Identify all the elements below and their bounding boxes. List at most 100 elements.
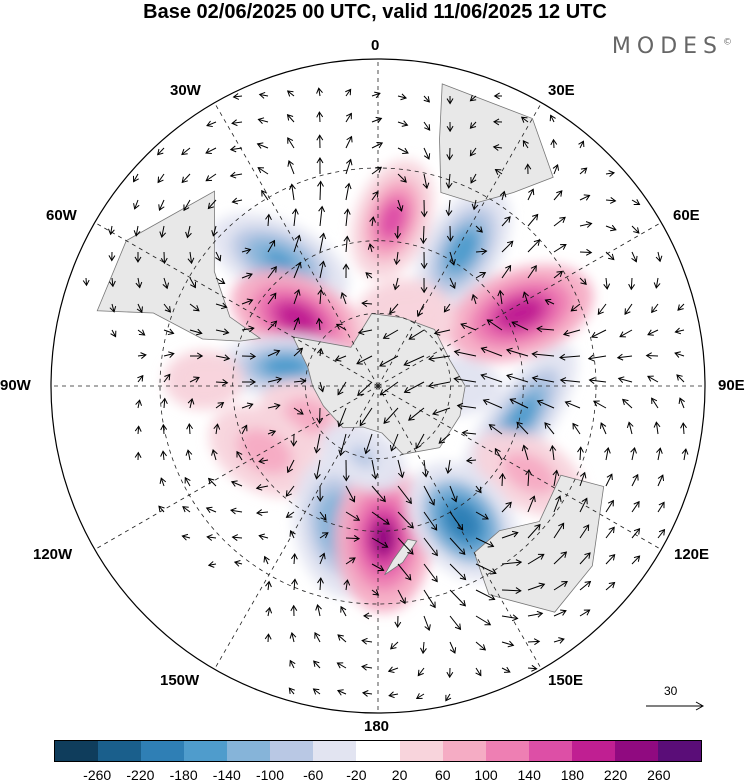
wind-arrow: [267, 239, 276, 253]
colorbar-swatch: [399, 741, 443, 761]
wind-arrow: [460, 322, 477, 331]
wind-arrow: [293, 288, 301, 305]
wind-arrow: [389, 303, 399, 315]
wind-arrow: [371, 563, 385, 572]
wind-arrow: [549, 114, 556, 123]
wind-arrow: [471, 199, 479, 211]
colorbar-swatch: [141, 741, 185, 761]
wind-arrow: [345, 511, 361, 521]
wind-arrow: [134, 451, 142, 461]
wind-arrow: [158, 199, 165, 211]
wind-arrow: [215, 302, 228, 310]
wind-arrow: [267, 429, 277, 437]
wind-arrow: [345, 557, 356, 565]
wind-arrow: [337, 634, 347, 643]
wind-arrow: [316, 485, 324, 502]
lon-label-30e: 30E: [548, 82, 575, 99]
wind-arrow: [256, 142, 269, 149]
wind-arrow: [160, 251, 168, 265]
wind-arrow: [501, 240, 514, 253]
colorbar-tick-label: 60: [435, 767, 451, 783]
wind-arrow: [501, 501, 512, 513]
wind-arrow: [397, 147, 409, 155]
wind-arrow: [501, 666, 511, 673]
lon-label-0: 0: [371, 37, 380, 54]
wind-arrow: [159, 477, 167, 487]
wind-arrow: [397, 173, 407, 183]
wind-arrow: [256, 509, 269, 516]
wind-arrow: [371, 459, 379, 480]
wind-arrow: [527, 638, 541, 646]
wind-arrow: [536, 325, 555, 333]
wind-arrow: [605, 197, 617, 204]
wind-arrow: [186, 423, 194, 435]
wind-arrow: [343, 235, 351, 253]
wind-arrow: [423, 95, 430, 103]
wind-arrow: [475, 589, 496, 601]
wind-arrow: [524, 163, 532, 175]
wind-arrow: [423, 563, 438, 583]
wind-arrow: [189, 328, 203, 336]
wind-arrow: [604, 446, 611, 461]
lon-label-60e: 60E: [673, 207, 700, 224]
reference-arrow-icon: [646, 701, 705, 711]
wind-arrow: [605, 526, 615, 539]
colorbar-swatch: [657, 741, 701, 761]
wind-arrow: [288, 687, 295, 695]
wind-arrow: [213, 423, 221, 435]
wind-arrow: [371, 91, 381, 99]
wind-arrow: [207, 199, 217, 210]
wind-arrow: [475, 511, 489, 520]
wind-arrow: [511, 321, 529, 331]
colorbar-tick-label: -260: [83, 767, 112, 783]
wind-arrow: [181, 173, 191, 184]
wind-arrow: [446, 95, 454, 105]
wind-arrow: [316, 347, 324, 357]
wind-arrow: [371, 537, 389, 548]
wind-arrow: [475, 641, 487, 651]
wind-arrow: [318, 205, 326, 227]
lon-label-90e: 90E: [718, 377, 745, 394]
wind-arrow: [522, 291, 529, 305]
wind-arrow: [379, 381, 399, 396]
colorbar-swatch: [442, 741, 486, 761]
wind-arrow: [501, 264, 512, 279]
wind-arrow: [449, 251, 456, 266]
lon-label-90w: 90W: [0, 377, 31, 394]
wind-arrow: [445, 459, 453, 475]
wind-arrow: [549, 444, 557, 461]
wind-arrow: [590, 329, 607, 338]
wind-arrow: [267, 349, 281, 357]
wind-arrow: [137, 352, 147, 359]
colorbar-swatch: [528, 741, 572, 761]
colorbar-swatch: [270, 741, 314, 761]
colorbar-tick-label: 140: [517, 767, 541, 783]
wind-arrow: [579, 471, 587, 487]
wind-arrow: [493, 118, 503, 126]
wind-arrow: [133, 225, 141, 237]
wind-arrow: [343, 579, 351, 591]
wind-arrow: [465, 456, 477, 464]
wind-arrow: [335, 323, 347, 331]
wind-arrow: [293, 347, 304, 357]
wind-arrow: [371, 141, 384, 149]
wind-arrow: [230, 480, 243, 487]
wind-arrow: [416, 303, 425, 317]
colorbar-tick-label: 180: [560, 767, 585, 783]
wind-arrow: [337, 689, 347, 696]
colorbar-tick-label: 220: [603, 767, 628, 783]
wind-arrow: [443, 303, 451, 313]
wind-arrow: [388, 691, 399, 699]
wind-arrow: [579, 248, 593, 256]
colorbar-tick-label: -180: [169, 767, 198, 783]
wind-arrow: [486, 319, 503, 331]
wind-arrow: [383, 407, 399, 424]
wind-arrow: [587, 354, 607, 362]
wind-arrow: [420, 199, 428, 218]
wind-arrow: [445, 199, 453, 217]
wind-arrow: [319, 260, 326, 279]
wind-arrow: [427, 381, 451, 389]
wind-arrow: [647, 375, 659, 383]
wind-arrow: [293, 261, 302, 279]
wind-arrow: [135, 399, 142, 409]
